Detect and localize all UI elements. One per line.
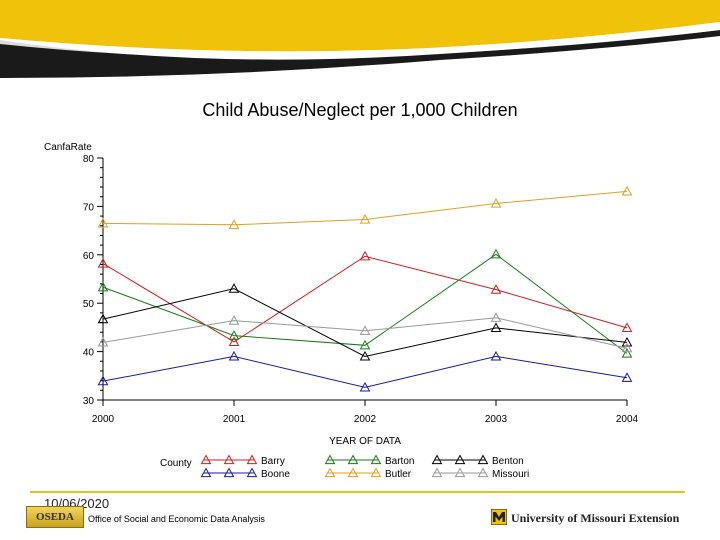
legend-label: Benton	[492, 456, 524, 467]
office-name: Office of Social and Economic Data Analy…	[88, 514, 265, 524]
data-point	[228, 315, 240, 325]
x-tick-label: 2000	[92, 414, 115, 425]
extension-name: University of Missouri Extension	[511, 511, 680, 525]
data-point	[621, 372, 633, 382]
legend-marker	[454, 454, 466, 465]
data-point	[359, 213, 371, 224]
data-point	[621, 348, 633, 358]
y-tick-label: 40	[83, 348, 95, 359]
series-barton	[97, 248, 633, 358]
legend-item-boone: Boone	[200, 467, 290, 480]
legend-marker	[370, 467, 382, 478]
series-layer	[97, 185, 633, 392]
legend-item-benton: Benton	[431, 454, 524, 467]
data-point	[228, 350, 240, 361]
legend-marker	[324, 467, 336, 478]
y-tick-label: 80	[83, 154, 95, 165]
legend-label: Butler	[385, 469, 412, 480]
series-line	[102, 317, 628, 349]
data-point	[621, 322, 633, 332]
data-point	[97, 375, 109, 386]
legend-label: Missouri	[492, 469, 529, 480]
legend-marker	[477, 467, 489, 478]
axes: 30 40 50 60 70 80 2000 2001 2002 2003 2004	[83, 154, 639, 425]
data-point	[97, 217, 109, 228]
legend-marker	[324, 454, 336, 465]
header-banner	[0, 0, 720, 78]
data-point	[228, 219, 240, 229]
series-line	[102, 288, 628, 357]
y-axis-label: CanfaRate	[44, 142, 92, 153]
series-boone	[97, 350, 633, 392]
legend-marker	[370, 454, 382, 465]
legend-label: Barton	[385, 456, 414, 467]
series-line	[102, 355, 628, 388]
data-point	[621, 185, 633, 196]
extension-logo-icon	[491, 509, 507, 525]
data-point	[228, 330, 240, 340]
data-point	[359, 350, 371, 361]
x-axis-label: YEAR OF DATA	[329, 436, 401, 447]
y-tick-label: 70	[83, 202, 95, 213]
data-point	[490, 350, 502, 361]
legend-marker	[431, 467, 443, 478]
data-point	[97, 336, 109, 347]
footer-rule	[30, 491, 685, 493]
x-tick-label: 2003	[485, 414, 508, 425]
legend-item-missouri: Missouri	[431, 467, 529, 480]
legend-marker	[431, 454, 443, 465]
y-tick-label: 60	[83, 251, 95, 262]
legend-marker	[347, 467, 359, 478]
legend-label: Barry	[261, 456, 285, 467]
legend-item-butler: Butler	[324, 467, 412, 480]
x-tick-label: 2004	[616, 414, 639, 425]
series-line	[102, 190, 628, 226]
data-point	[97, 313, 109, 324]
data-point	[359, 250, 371, 261]
legend-marker	[223, 454, 235, 465]
legend-title: County	[160, 458, 192, 469]
series-benton	[97, 283, 633, 361]
legend-label: Boone	[261, 469, 290, 480]
legend-marker	[347, 454, 359, 465]
y-tick-label: 50	[83, 299, 95, 310]
legend-marker	[200, 454, 212, 465]
legend-marker	[200, 467, 212, 478]
y-tick-label: 30	[83, 396, 95, 407]
legend-marker	[246, 454, 258, 465]
data-point	[359, 339, 371, 350]
data-point	[228, 336, 240, 347]
data-point	[621, 342, 633, 353]
data-point	[97, 257, 109, 268]
series-butler	[97, 185, 633, 229]
x-tick-label: 2002	[354, 414, 377, 425]
legend-marker	[246, 467, 258, 478]
data-point	[359, 325, 371, 335]
series-line	[102, 255, 628, 343]
oseda-logo: OSEDA	[26, 506, 84, 528]
data-point	[490, 284, 502, 294]
data-point	[359, 381, 371, 392]
legend-marker	[477, 454, 489, 465]
data-point	[490, 197, 502, 208]
legend-marker	[223, 467, 235, 478]
data-point	[490, 312, 502, 322]
data-point	[621, 336, 633, 347]
series-line	[102, 253, 628, 354]
series-missouri	[97, 312, 633, 353]
chart-title: Child Abuse/Neglect per 1,000 Children	[202, 100, 518, 120]
data-point	[228, 283, 240, 293]
legend-item-barton: Barton	[324, 454, 414, 467]
legend-item-barry: Barry	[200, 454, 285, 467]
legend-marker	[454, 467, 466, 478]
x-tick-label: 2001	[223, 414, 246, 425]
data-point	[490, 248, 502, 259]
legend: Barry Barton Benton Boone Butler Missouri	[200, 454, 529, 480]
series-barry	[97, 250, 633, 347]
data-point	[490, 322, 502, 332]
data-point	[97, 281, 109, 292]
